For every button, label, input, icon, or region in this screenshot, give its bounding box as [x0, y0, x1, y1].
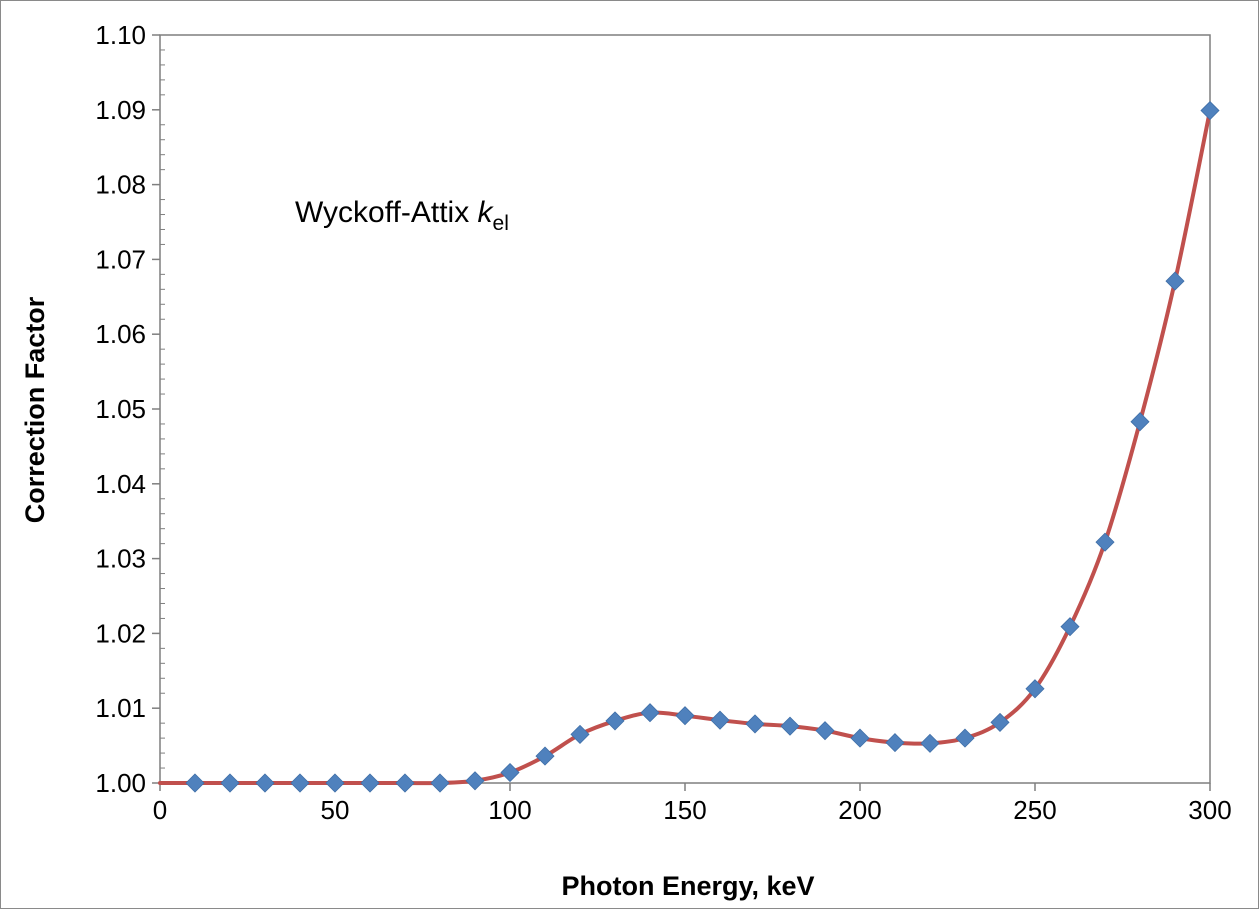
y-tick-label: 1.04 [95, 469, 146, 499]
data-point-marker [465, 771, 485, 791]
data-point-marker [990, 712, 1010, 732]
annotation-label: Wyckoff-Attix [295, 196, 478, 229]
data-point-marker [500, 762, 520, 783]
data-point-marker [1095, 532, 1115, 552]
x-tick-label: 150 [663, 795, 706, 825]
x-axis-title: Photon Energy, keV [561, 871, 814, 901]
plot-area-border [159, 34, 1211, 784]
data-point-marker [780, 716, 800, 736]
y-tick-label: 1.09 [95, 95, 146, 125]
annotation-subscript: el [493, 212, 509, 235]
x-tick-label: 200 [838, 795, 881, 825]
series-markers [185, 100, 1220, 793]
data-point-marker [220, 773, 240, 793]
chart-annotation: Wyckoff-Attix kel [295, 196, 509, 235]
x-tick-label: 250 [1013, 795, 1056, 825]
data-point-marker [570, 724, 590, 744]
data-point-marker [1165, 271, 1185, 291]
y-tick-label: 1.08 [95, 170, 146, 200]
data-point-marker [185, 773, 205, 793]
y-axis-title: Correction Factor [20, 296, 50, 523]
data-point-marker [745, 714, 765, 734]
data-point-marker [255, 773, 275, 793]
data-point-marker [535, 746, 555, 766]
data-point-marker [885, 733, 905, 753]
x-tick-label: 300 [1188, 795, 1231, 825]
y-tick-label: 1.01 [95, 693, 146, 723]
data-point-marker [360, 773, 380, 793]
data-point-marker [955, 728, 975, 748]
x-tick-label: 100 [488, 795, 531, 825]
y-tick-label: 1.00 [95, 768, 146, 798]
y-axis-ticks [152, 34, 160, 784]
data-point-marker [1130, 412, 1150, 432]
y-tick-label: 1.02 [95, 618, 146, 648]
data-point-marker [1025, 679, 1045, 699]
data-point-marker [710, 710, 730, 730]
data-point-marker [605, 711, 625, 731]
data-point-marker [290, 773, 310, 793]
y-tick-label: 1.10 [95, 20, 146, 50]
data-point-marker [815, 721, 835, 741]
data-point-marker [325, 773, 345, 793]
data-point-marker [1060, 617, 1080, 637]
y-tick-label: 1.03 [95, 544, 146, 574]
data-point-marker [395, 773, 415, 793]
x-tick-label: 0 [153, 795, 167, 825]
y-axis-minor-ticks [160, 49, 165, 769]
y-axis-tick-labels: 1.00 1.01 1.02 1.03 1.04 1.05 1.06 1.07 1.08 1.09… [95, 20, 146, 798]
data-point-marker [640, 703, 660, 723]
x-axis-tick-labels: 0 50 100 150 200 250 300 [153, 795, 1232, 825]
y-tick-label: 1.07 [95, 244, 146, 274]
data-point-marker [920, 733, 940, 753]
x-tick-label: 50 [321, 795, 350, 825]
data-point-marker [675, 706, 695, 726]
y-tick-label: 1.05 [95, 394, 146, 424]
y-tick-label: 1.06 [95, 319, 146, 349]
data-point-marker [1200, 100, 1220, 121]
annotation-symbol: k [478, 196, 495, 229]
data-point-marker [850, 728, 870, 748]
plot-area [159, 34, 1211, 784]
data-point-marker [430, 773, 450, 793]
